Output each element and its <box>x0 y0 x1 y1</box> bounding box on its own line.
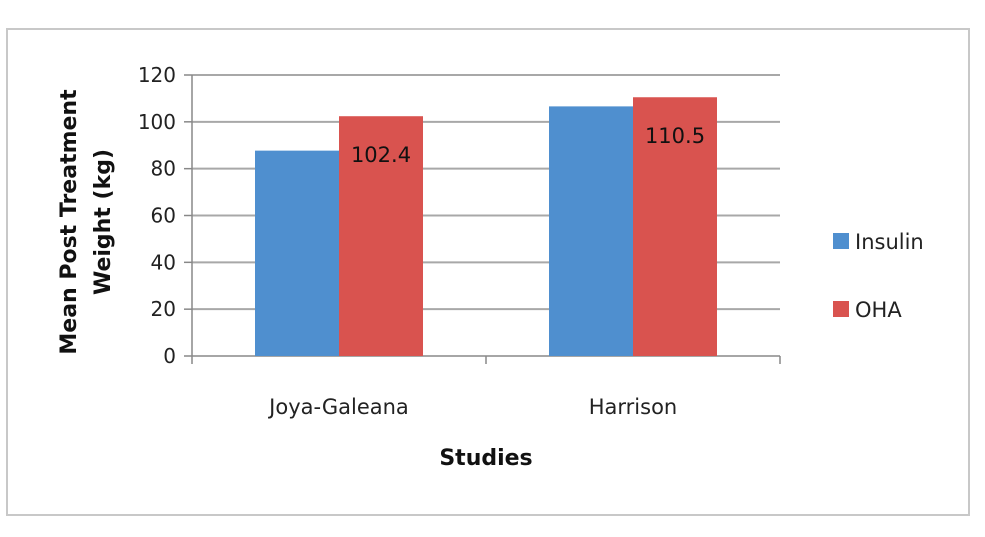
labels: 0 20 40 60 80 100 120 Joya-Galeana Harrison 102.4… <box>57 63 705 471</box>
y-tick-label: 100 <box>138 110 176 134</box>
bar-insulin-harrison <box>549 106 633 357</box>
bar-oha-harrison <box>633 97 717 356</box>
x-axis-title: Studies <box>439 446 532 471</box>
x-category-label: Joya-Galeana <box>267 395 409 419</box>
y-tick-label: 80 <box>151 157 176 181</box>
y-tick-label: 20 <box>151 297 176 321</box>
y-tick-label: 60 <box>151 204 176 228</box>
legend-label-oha: OHA <box>855 298 902 322</box>
legend: Insulin OHA <box>833 230 924 322</box>
y-axis-title-line: Mean Post Treatment <box>57 89 82 355</box>
y-tick-label: 0 <box>163 344 176 368</box>
y-axis-title: Mean Post Treatment Weight (kg) <box>57 89 116 355</box>
y-tick-label: 40 <box>151 250 176 274</box>
legend-label-insulin: Insulin <box>855 230 924 254</box>
data-label: 102.4 <box>351 143 411 167</box>
bars <box>255 97 717 357</box>
y-axis-title-line: Weight (kg) <box>91 149 116 295</box>
bar-insulin-joya-galeana <box>255 150 339 356</box>
data-label: 110.5 <box>645 124 705 148</box>
y-tick-label: 120 <box>138 63 176 87</box>
legend-swatch-oha <box>833 301 849 317</box>
bar-oha-joya-galeana <box>339 116 423 356</box>
chart-frame <box>6 28 970 516</box>
legend-swatch-insulin <box>833 233 849 249</box>
x-category-label: Harrison <box>589 395 678 419</box>
